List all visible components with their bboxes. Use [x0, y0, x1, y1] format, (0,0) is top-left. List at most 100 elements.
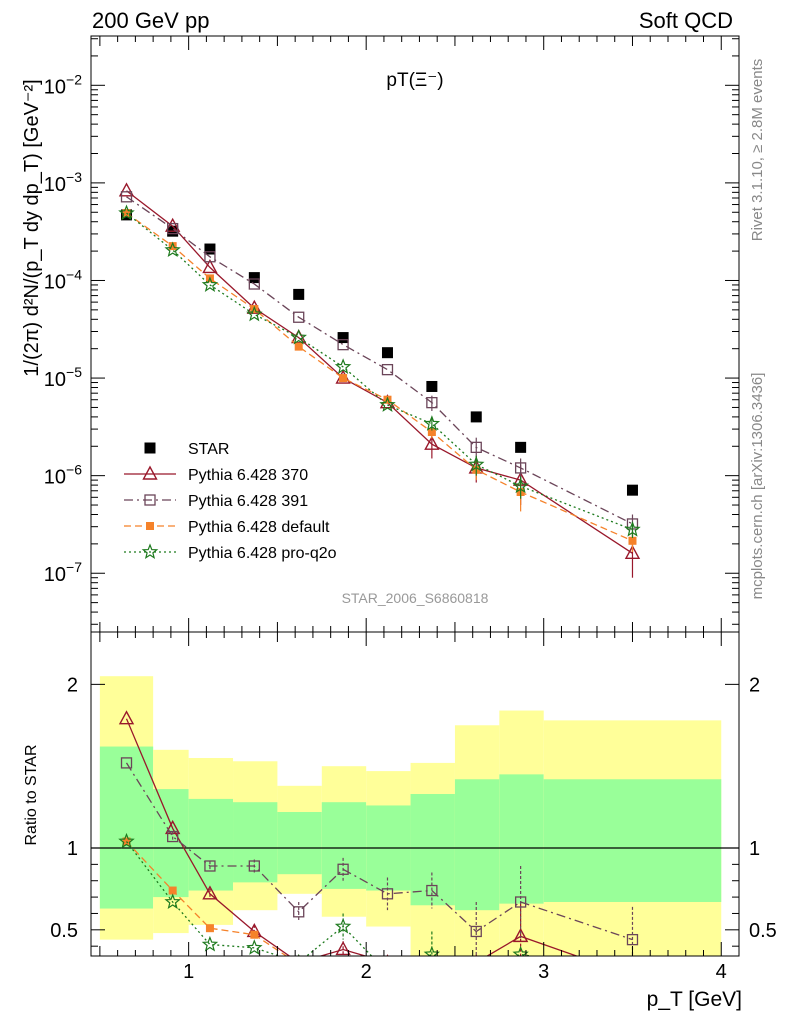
series-p391	[120, 191, 639, 537]
ratio-point-p370	[386, 954, 389, 956]
ratio-point-p391	[167, 830, 179, 843]
ratio-point-pdefault	[517, 968, 525, 976]
ratio-series-p391	[120, 757, 639, 956]
ratio-point-p391	[248, 860, 260, 872]
legend-label-p391: Pythia 6.428 391	[188, 493, 308, 510]
uncertainty-band-green	[499, 774, 544, 904]
ratio-point-p370	[118, 710, 135, 725]
ratio-y-tick-label: 0.5	[50, 920, 78, 942]
data-point-star	[515, 441, 527, 453]
ratio-point-p391	[626, 933, 639, 946]
data-point-p391	[204, 251, 216, 263]
ratio-series-pdefault	[122, 837, 525, 976]
x-tick-label: 3	[538, 961, 549, 983]
data-point-star	[293, 288, 305, 300]
ratio-line-pdefault	[126, 841, 288, 956]
ratio-point-pq2o	[246, 939, 263, 955]
data-point-p391	[167, 222, 179, 235]
ratio-line-p370	[125, 718, 579, 956]
uncertainty-band-green	[233, 802, 278, 883]
uncertainty-band-green	[153, 789, 189, 898]
uncertainty-band-green	[99, 746, 154, 909]
ratio-point-p391	[293, 906, 305, 918]
ratio-point-pdefault	[250, 930, 259, 939]
ratio-point-p370	[297, 954, 300, 956]
series-line-pdefault	[126, 212, 633, 542]
data-point-pdefault	[628, 536, 637, 545]
ratio-ylabel: Ratio to STAR	[23, 744, 40, 845]
data-point-p391	[293, 311, 305, 323]
ratio-point-p391	[470, 925, 482, 938]
main-frame	[90, 35, 740, 633]
ratio-point-p370	[202, 885, 218, 900]
main-ylabel: 1/(2π) d²N/(p_T dy dp_T) [GeV⁻²]	[21, 79, 43, 376]
uncertainty-band-green	[543, 779, 722, 902]
side-label-rivet: Rivet 3.1.10, ≥ 2.8M events	[749, 59, 766, 242]
series-pq2o	[118, 204, 641, 538]
ratio-point-pdefault	[383, 968, 391, 976]
uncertainty-band-green	[277, 812, 322, 875]
watermark: STAR_2006_S6860818	[342, 590, 489, 606]
ratio-point-pdefault	[472, 968, 480, 976]
data-point-p370	[424, 435, 440, 450]
data-point-p391	[248, 278, 260, 290]
main-panel: 10−7 10−6 10−5 10−4 10−3 10−2 pT(Ξ⁻) 1/(2π) d…	[21, 35, 740, 633]
side-label-mcplots: mcplots.cern.ch [arXiv:1306.3436]	[749, 373, 766, 600]
data-point-p370	[202, 258, 218, 274]
data-point-pq2o	[290, 328, 307, 345]
data-point-p370	[624, 544, 641, 560]
data-point-star	[470, 411, 482, 423]
ratio-point-p391	[337, 863, 349, 875]
legend-marker-p391	[144, 494, 156, 506]
data-point-star	[626, 484, 638, 496]
ratio-y-tick-label-right: 0.5	[749, 920, 777, 942]
legend-marker-pdefault	[146, 522, 154, 530]
data-point-p391	[337, 338, 349, 351]
ratio-point-pdefault	[168, 886, 177, 895]
x-axis-label: p_T [GeV]	[647, 988, 742, 1011]
ratio-point-p391	[514, 896, 527, 908]
data-point-pdefault	[383, 395, 392, 404]
x-tick-label: 4	[716, 961, 727, 983]
ratio-point-pq2o	[470, 965, 483, 978]
data-point-pq2o	[379, 396, 396, 412]
header-right: Soft QCD	[639, 8, 733, 33]
data-point-pdefault	[427, 428, 436, 437]
ratio-y-tick-label-right: 1	[749, 838, 760, 860]
ratio-panel: 0.5 0.5 1 1 2 2 1 2 3 4 Ratio to STAR p_T [GeV]	[23, 631, 777, 1011]
series-line-pq2o	[126, 212, 633, 531]
data-point-star	[204, 243, 216, 255]
uncertainty-band-green	[454, 779, 500, 911]
ratio-point-p370	[512, 927, 529, 943]
data-point-star	[337, 332, 349, 344]
ratio-point-pdefault	[339, 965, 347, 973]
data-point-p391	[426, 396, 438, 409]
data-point-pq2o	[423, 415, 441, 431]
ratio-point-p370	[626, 969, 639, 981]
ratio-point-p391	[381, 888, 394, 900]
data-point-p370	[118, 182, 135, 197]
uncertainty-band-green	[188, 798, 234, 891]
ratio-point-pq2o	[297, 953, 300, 956]
ratio-point-pdefault	[122, 837, 131, 846]
data-point-p391	[470, 441, 482, 454]
ratio-y-tick-label: 2	[67, 674, 78, 696]
ratio-point-pq2o	[334, 917, 352, 934]
data-point-pdefault	[339, 374, 348, 383]
legend-label-pq2o: Pythia 6.428 pro-q2o	[188, 545, 337, 562]
ratio-y-tick-label-right: 2	[749, 674, 760, 696]
ratio-point-p391	[426, 884, 438, 897]
data-point-pq2o	[246, 305, 263, 322]
legend-label-p370: Pythia 6.428 370	[188, 467, 308, 484]
ratio-y-tick-label: 1	[67, 838, 78, 860]
ratio-point-pq2o	[164, 893, 181, 910]
ratio-point-pq2o	[626, 965, 639, 978]
header-left: 200 GeV pp	[92, 8, 209, 33]
uncertainty-band-green	[321, 802, 367, 889]
ratio-point-pq2o	[118, 832, 135, 849]
data-point-p391	[381, 363, 394, 376]
legend-marker-pq2o	[141, 543, 159, 560]
data-point-p391	[514, 462, 527, 474]
ratio-point-p370	[425, 962, 438, 974]
ratio-point-pq2o	[381, 965, 394, 978]
